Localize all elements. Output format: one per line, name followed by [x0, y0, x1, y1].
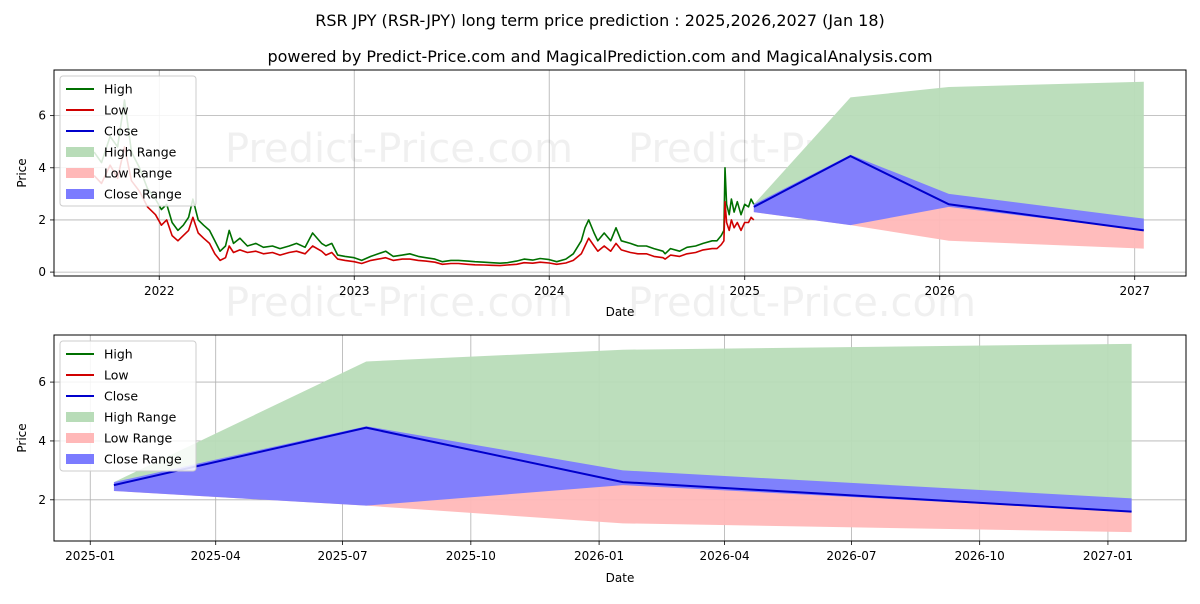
y-tick-label: 4: [38, 434, 46, 448]
top-axes-frame: [53, 69, 1187, 277]
watermark-text: Predict-Price.com: [225, 126, 573, 172]
high-range-area: [753, 81, 1144, 231]
bottom-ticks: 2025-01 2025-04 2025-07 2025-10 2026-01 2026-…: [38, 375, 1133, 563]
legend-label: Close: [104, 389, 138, 404]
x-tick-label: 2022: [144, 284, 175, 298]
legend-label: High Range: [104, 410, 177, 425]
legend-swatch-low-range: [66, 433, 94, 443]
top-panel: Predict-Price.com Predict-Price.com Predic…: [15, 69, 1187, 326]
y-tick-label: 2: [38, 213, 46, 227]
y-tick-label: 4: [38, 161, 46, 175]
legend-label: High: [104, 347, 133, 362]
y-tick-label: 6: [38, 109, 46, 123]
x-tick-label: 2025-01: [65, 549, 115, 563]
y-tick-label: 2: [38, 493, 46, 507]
bottom-xlabel: Date: [606, 571, 635, 585]
x-tick-label: 2026-04: [699, 549, 749, 563]
x-tick-label: 2023: [339, 284, 370, 298]
close-range-area: [113, 426, 1132, 512]
low-line: [93, 146, 755, 267]
bottom-ylabel: Price: [15, 423, 29, 452]
legend-swatch-close-range: [66, 189, 94, 199]
top-series: [93, 81, 1144, 267]
close-line: [753, 154, 1144, 232]
x-tick-label: 2025-07: [318, 549, 368, 563]
y-tick-label: 6: [38, 375, 46, 389]
x-tick-label: 2026-10: [955, 549, 1005, 563]
x-tick-label: 2024: [534, 284, 565, 298]
top-watermarks: Predict-Price.com Predict-Price.com Predic…: [225, 126, 976, 326]
bottom-series: [113, 343, 1132, 533]
high-line: [93, 99, 755, 264]
x-tick-label: 2026: [924, 284, 955, 298]
legend-label: Low Range: [104, 166, 173, 181]
legend-label: Low Range: [104, 431, 173, 446]
bottom-axes-frame: [53, 334, 1187, 542]
x-tick-label: 2027-01: [1083, 549, 1133, 563]
x-tick-label: 2026-01: [574, 549, 624, 563]
x-tick-label: 2025-04: [191, 549, 241, 563]
legend-label: Close Range: [104, 452, 182, 467]
legend-label: Close: [104, 124, 138, 139]
top-legend: High Low Close High Range Low Range Close Ran…: [59, 75, 197, 207]
legend-swatch-low-range: [66, 168, 94, 178]
chart-subtitle: powered by Predict-Price.com and Magical…: [267, 47, 932, 66]
watermark-text: Predict-Price.com: [225, 280, 573, 326]
top-xlabel: Date: [606, 305, 635, 319]
close-line: [113, 426, 1132, 513]
legend-label: Low: [104, 368, 129, 383]
x-tick-label: 2025-10: [446, 549, 496, 563]
x-tick-label: 2027: [1119, 284, 1150, 298]
x-tick-label: 2025: [729, 284, 760, 298]
high-range-area: [113, 343, 1132, 512]
legend-swatch-high-range: [66, 147, 94, 157]
close-range-area: [753, 154, 1144, 231]
legend-label: High: [104, 82, 133, 97]
legend-swatch-close-range: [66, 454, 94, 464]
legend-label: High Range: [104, 145, 177, 160]
legend-swatch-high-range: [66, 412, 94, 422]
top-ticks: 2022 2023 2024 2025 2026 2027 0 2 4 6: [38, 109, 1150, 298]
y-tick-label: 0: [38, 265, 46, 279]
watermark-text: Predict-Price.com: [628, 280, 976, 326]
legend-label: Low: [104, 103, 129, 118]
chart-title: RSR JPY (RSR-JPY) long term price predic…: [315, 11, 885, 30]
legend-label: Close Range: [104, 187, 182, 202]
top-ylabel: Price: [15, 158, 29, 187]
x-tick-label: 2026-07: [826, 549, 876, 563]
bottom-legend: High Low Close High Range Low Range Close Ran…: [59, 340, 197, 472]
